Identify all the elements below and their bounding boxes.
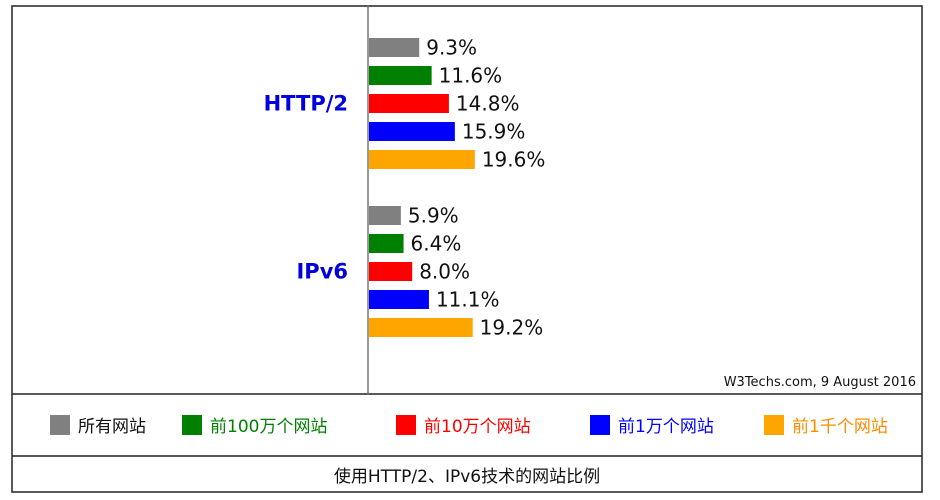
legend-swatch <box>182 414 202 435</box>
bar <box>369 38 420 57</box>
category-label: HTTP/2 <box>264 92 348 116</box>
bar-value-label: 19.6% <box>482 148 546 172</box>
legend-swatch <box>590 414 610 435</box>
bar-value-label: 5.9% <box>408 204 459 228</box>
source-note: W3Techs.com, 9 August 2016 <box>724 375 916 390</box>
bar <box>369 206 401 225</box>
bar <box>369 94 449 113</box>
bar-value-label: 14.8% <box>456 92 520 116</box>
legend-label: 前100万个网站 <box>210 417 328 437</box>
chart-caption: 使用HTTP/2、IPv6技术的网站比例 <box>333 466 601 487</box>
bar <box>369 122 455 141</box>
bar <box>369 234 404 253</box>
bar-value-label: 9.3% <box>426 36 477 60</box>
category-label: IPv6 <box>296 260 348 284</box>
chart-frame <box>11 5 923 493</box>
legend: 所有网站 前100万个网站 前10万个网站 前1万个网站 前1千个网站 <box>12 394 922 454</box>
bar-value-label: 8.0% <box>419 260 470 284</box>
legend-item: 前100万个网站 <box>182 412 327 437</box>
bar <box>369 262 413 281</box>
legend-swatch <box>50 414 70 435</box>
bar <box>369 66 432 85</box>
legend-swatch <box>396 414 416 435</box>
bar <box>369 150 475 169</box>
legend-item: 前10万个网站 <box>396 412 531 437</box>
legend-item: 前1千个网站 <box>764 412 888 437</box>
legend-item: 前1万个网站 <box>590 412 714 437</box>
bar-value-label: 11.1% <box>436 288 500 312</box>
bar-value-label: 6.4% <box>411 232 462 256</box>
bar <box>369 318 473 337</box>
bar <box>369 290 429 309</box>
legend-item: 所有网站 <box>50 412 146 437</box>
legend-label: 前1万个网站 <box>618 417 714 437</box>
legend-swatch <box>764 414 784 435</box>
bar-value-label: 19.2% <box>480 316 544 340</box>
legend-label: 前10万个网站 <box>424 417 531 437</box>
bar-value-label: 11.6% <box>439 64 503 88</box>
bar-value-label: 15.9% <box>462 120 526 144</box>
bars-layer: HTTP/2 9.3% 11.6% 14.8% 15.9% 19.6% IPv6 5.9% 6.… <box>264 36 546 340</box>
legend-label: 所有网站 <box>78 417 146 437</box>
legend-label: 前1千个网站 <box>792 417 888 437</box>
